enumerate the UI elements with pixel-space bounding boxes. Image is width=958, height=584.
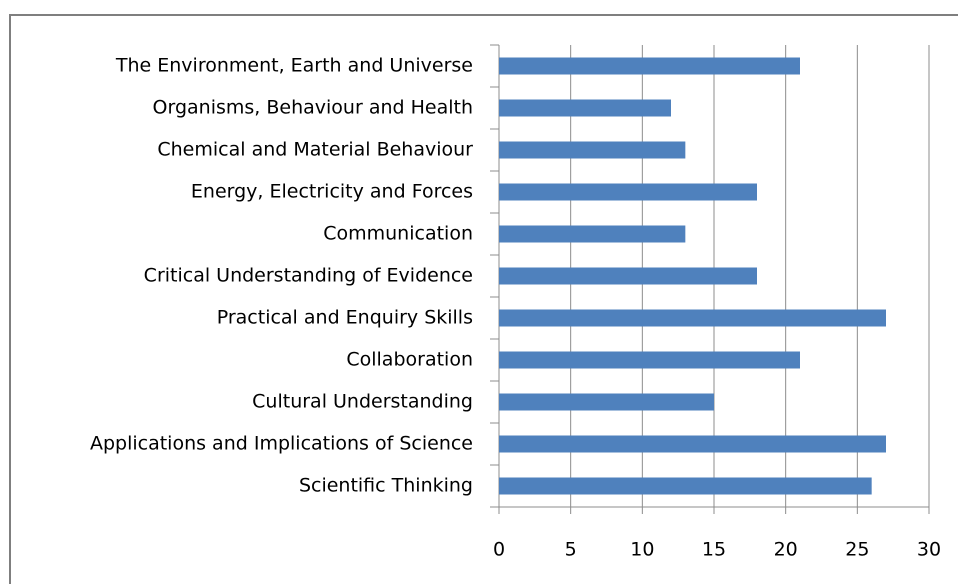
y-tick-label: Energy, Electricity and Forces (191, 181, 473, 203)
bar (499, 183, 757, 201)
y-tick-label: Practical and Enquiry Skills (217, 307, 473, 329)
bar (499, 309, 886, 327)
x-tick-label: 30 (917, 539, 941, 561)
x-tick-label: 10 (630, 539, 654, 561)
y-tick-label: Scientific Thinking (299, 475, 473, 497)
bar (499, 225, 686, 243)
x-tick-label: 25 (845, 539, 869, 561)
y-tick-label: Critical Understanding of Evidence (144, 265, 473, 287)
y-tick-label: Collaboration (346, 349, 473, 371)
x-tick-label: 20 (774, 539, 798, 561)
x-tick-label: 15 (702, 539, 726, 561)
y-tick-label: Applications and Implications of Science (90, 433, 473, 455)
y-tick-label: Communication (323, 223, 473, 245)
y-tick-label: Chemical and Material Behaviour (157, 139, 473, 161)
bar (499, 351, 800, 369)
bar (499, 267, 757, 285)
bar (499, 393, 714, 411)
bar (499, 57, 800, 75)
y-tick-label: Organisms, Behaviour and Health (153, 97, 473, 119)
y-tick-label: Cultural Understanding (252, 391, 473, 413)
bar (499, 99, 671, 117)
x-tick-label: 0 (493, 539, 505, 561)
y-tick-label: The Environment, Earth and Universe (115, 55, 473, 77)
bar (499, 435, 886, 453)
chart-border (9, 14, 958, 584)
bar (499, 141, 686, 159)
x-tick-label: 5 (565, 539, 577, 561)
bar (499, 477, 872, 495)
